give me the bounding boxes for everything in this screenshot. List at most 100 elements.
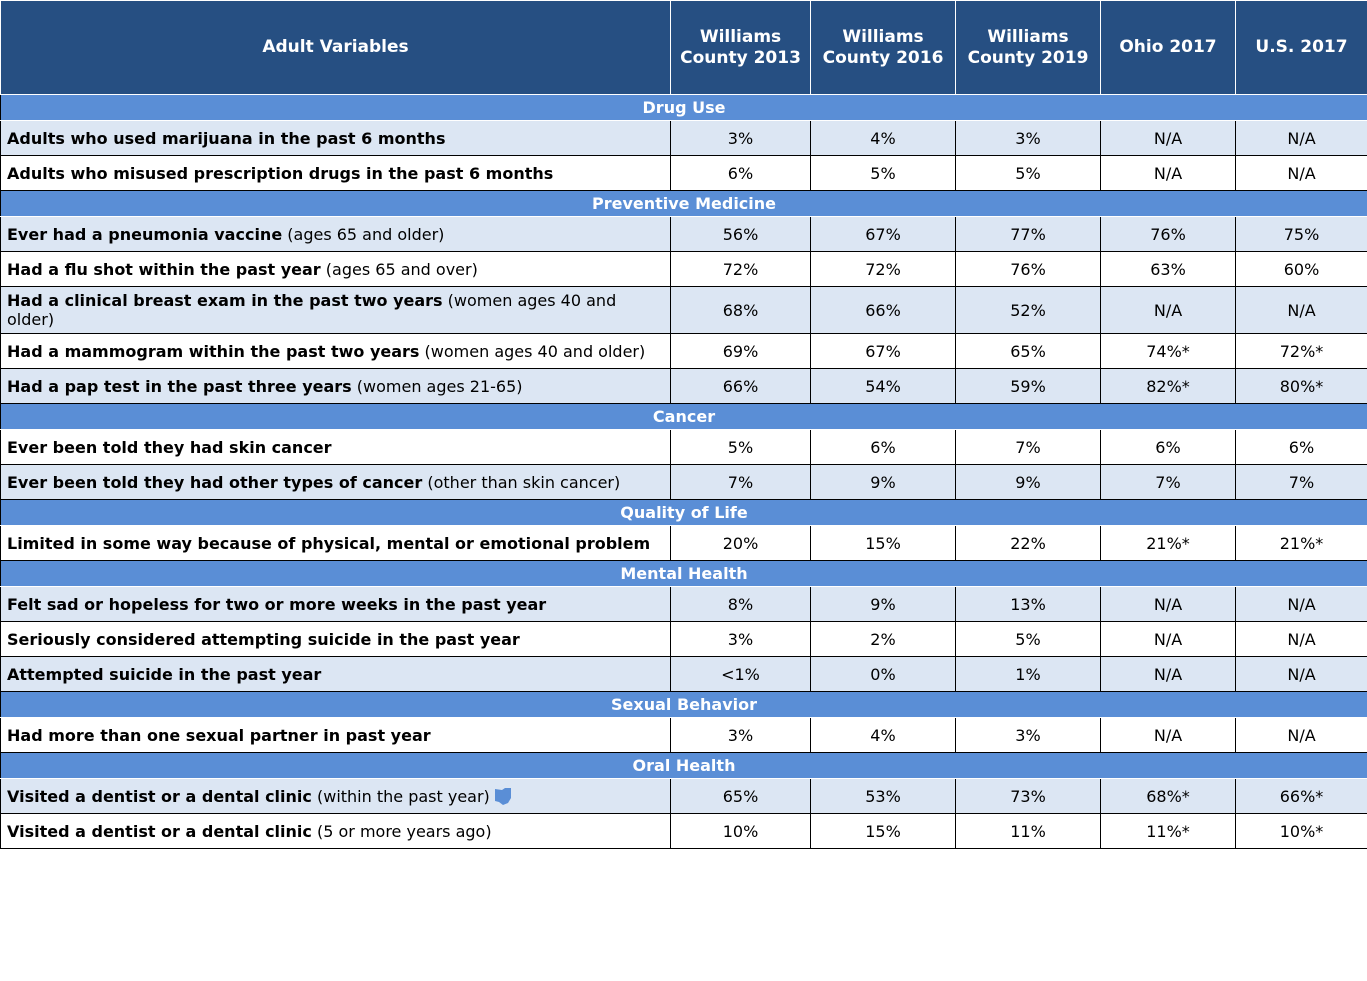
value-cell: 67% [810, 216, 956, 252]
data-row: Adults who misused prescription drugs in… [0, 155, 1367, 191]
value-cell: 3% [670, 621, 811, 657]
value-cell: 7% [1100, 464, 1236, 500]
data-row: Adults who used marijuana in the past 6 … [0, 120, 1367, 156]
row-note: (ages 65 and older) [287, 224, 445, 244]
value-cell: N/A [1100, 621, 1236, 657]
section-row: Oral Health [0, 752, 1367, 779]
section-title: Preventive Medicine [0, 190, 1367, 217]
row-label-cell: Attempted suicide in the past year [0, 656, 671, 692]
ohio-icon [494, 787, 511, 805]
header-row: Adult Variables Williams County 2013 Willi… [0, 0, 1367, 95]
value-cell: 9% [955, 464, 1101, 500]
section-title: Sexual Behavior [0, 691, 1367, 718]
row-label: Limited in some way because of physical,… [7, 533, 651, 553]
value-cell: 74%* [1100, 333, 1236, 369]
value-cell: N/A [1100, 717, 1236, 753]
value-cell: 3% [670, 120, 811, 156]
value-cell: 68%* [1100, 778, 1236, 814]
value-cell: N/A [1235, 656, 1367, 692]
value-cell: 21%* [1100, 525, 1236, 561]
row-label-cell: Had more than one sexual partner in past… [0, 717, 671, 753]
value-cell: 76% [1100, 216, 1236, 252]
value-cell: N/A [1100, 586, 1236, 622]
row-label: Ever had a pneumonia vaccine [7, 224, 283, 244]
section-row: Drug Use [0, 94, 1367, 121]
row-label: Adults who misused prescription drugs in… [7, 163, 554, 183]
row-label-cell: Limited in some way because of physical,… [0, 525, 671, 561]
column-header: Adult Variables [0, 0, 671, 95]
value-cell: 63% [1100, 251, 1236, 287]
row-note: (5 or more years ago) [316, 821, 492, 841]
section-title: Mental Health [0, 560, 1367, 587]
row-label: Ever been told they had other types of c… [7, 472, 423, 492]
section-title: Cancer [0, 403, 1367, 430]
value-cell: 10% [670, 813, 811, 849]
value-cell: 56% [670, 216, 811, 252]
row-label-cell: Had a pap test in the past three years (… [0, 368, 671, 404]
value-cell: 5% [955, 621, 1101, 657]
value-cell: 22% [955, 525, 1101, 561]
row-label: Ever been told they had skin cancer [7, 437, 332, 457]
row-label-cell: Visited a dentist or a dental clinic (5 … [0, 813, 671, 849]
value-cell: 2% [810, 621, 956, 657]
value-cell: 6% [810, 429, 956, 465]
value-cell: 66%* [1235, 778, 1367, 814]
value-cell: 73% [955, 778, 1101, 814]
section-row: Quality of Life [0, 499, 1367, 526]
value-cell: 5% [810, 155, 956, 191]
value-cell: 3% [670, 717, 811, 753]
row-note: (women ages 40 and older) [7, 291, 617, 329]
row-label-cell: Adults who used marijuana in the past 6 … [0, 120, 671, 156]
data-row: Had a flu shot within the past year (age… [0, 251, 1367, 287]
value-cell: 67% [810, 333, 956, 369]
value-cell: 10%* [1235, 813, 1367, 849]
row-label-cell: Adults who misused prescription drugs in… [0, 155, 671, 191]
value-cell: 54% [810, 368, 956, 404]
value-cell: 7% [955, 429, 1101, 465]
data-row: Limited in some way because of physical,… [0, 525, 1367, 561]
value-cell: 52% [955, 286, 1101, 334]
value-cell: 72% [670, 251, 811, 287]
value-cell: 59% [955, 368, 1101, 404]
data-row: Visited a dentist or a dental clinic (5 … [0, 813, 1367, 849]
row-label: Visited a dentist or a dental clinic [7, 786, 312, 806]
value-cell: 76% [955, 251, 1101, 287]
value-cell: 60% [1235, 251, 1367, 287]
row-label: Felt sad or hopeless for two or more wee… [7, 594, 547, 614]
row-label: Attempted suicide in the past year [7, 664, 322, 684]
row-label: Had more than one sexual partner in past… [7, 725, 431, 745]
value-cell: N/A [1100, 120, 1236, 156]
row-note: (women ages 40 and older) [424, 341, 646, 361]
row-label: Adults who used marijuana in the past 6 … [7, 128, 446, 148]
section-row: Preventive Medicine [0, 190, 1367, 217]
data-row: Had a clinical breast exam in the past t… [0, 286, 1367, 334]
data-row: Had more than one sexual partner in past… [0, 717, 1367, 753]
value-cell: 5% [955, 155, 1101, 191]
value-cell: 3% [955, 120, 1101, 156]
section-row: Sexual Behavior [0, 691, 1367, 718]
column-header: Williams County 2016 [810, 0, 956, 95]
value-cell: 21%* [1235, 525, 1367, 561]
data-row: Ever had a pneumonia vaccine (ages 65 an… [0, 216, 1367, 252]
data-row: Ever been told they had skin cancer 5% 6% 7… [0, 429, 1367, 465]
value-cell: 15% [810, 813, 956, 849]
value-cell: 77% [955, 216, 1101, 252]
column-header: Ohio 2017 [1100, 0, 1236, 95]
row-label: Had a pap test in the past three years [7, 376, 352, 396]
value-cell: 9% [810, 586, 956, 622]
value-cell: 15% [810, 525, 956, 561]
value-cell: 11% [955, 813, 1101, 849]
value-cell: 69% [670, 333, 811, 369]
value-cell: 20% [670, 525, 811, 561]
column-header: U.S. 2017 [1235, 0, 1367, 95]
value-cell: N/A [1100, 286, 1236, 334]
value-cell: 13% [955, 586, 1101, 622]
value-cell: 9% [810, 464, 956, 500]
row-label: Had a mammogram within the past two year… [7, 341, 420, 361]
value-cell: 82%* [1100, 368, 1236, 404]
value-cell: 72%* [1235, 333, 1367, 369]
value-cell: 3% [955, 717, 1101, 753]
row-label-cell: Had a clinical breast exam in the past t… [0, 286, 671, 334]
row-label-cell: Had a mammogram within the past two year… [0, 333, 671, 369]
